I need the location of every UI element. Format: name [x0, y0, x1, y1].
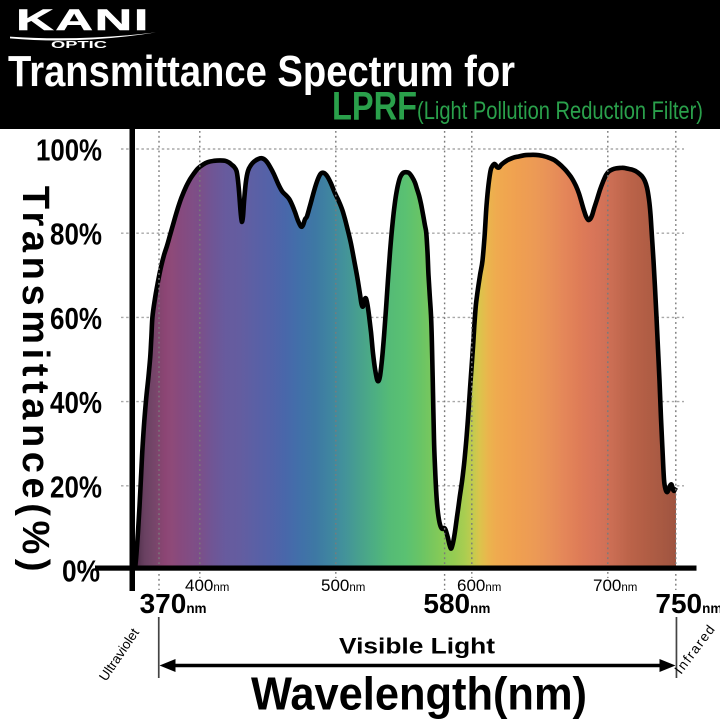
svg-text:Wavelength(nm): Wavelength(nm): [251, 668, 587, 720]
svg-text:60%: 60%: [50, 301, 102, 336]
svg-text:(Light Pollution Reduction Fil: (Light Pollution Reduction Filter): [417, 97, 703, 125]
svg-text:Visible Light: Visible Light: [339, 634, 496, 659]
svg-text:20%: 20%: [50, 469, 102, 504]
svg-text:KANI: KANI: [16, 3, 150, 37]
svg-text:Transmittance Spectrum for: Transmittance Spectrum for: [8, 47, 515, 96]
svg-text:100%: 100%: [36, 133, 102, 168]
svg-text:40%: 40%: [50, 385, 102, 420]
svg-text:OPTIC: OPTIC: [51, 40, 107, 51]
svg-text:0%: 0%: [62, 554, 100, 589]
svg-text:80%: 80%: [50, 217, 102, 252]
svg-text:750nm: 750nm: [655, 588, 720, 619]
svg-text:Transmittance(%): Transmittance(%): [14, 186, 56, 576]
svg-text:LPRF: LPRF: [332, 85, 417, 129]
